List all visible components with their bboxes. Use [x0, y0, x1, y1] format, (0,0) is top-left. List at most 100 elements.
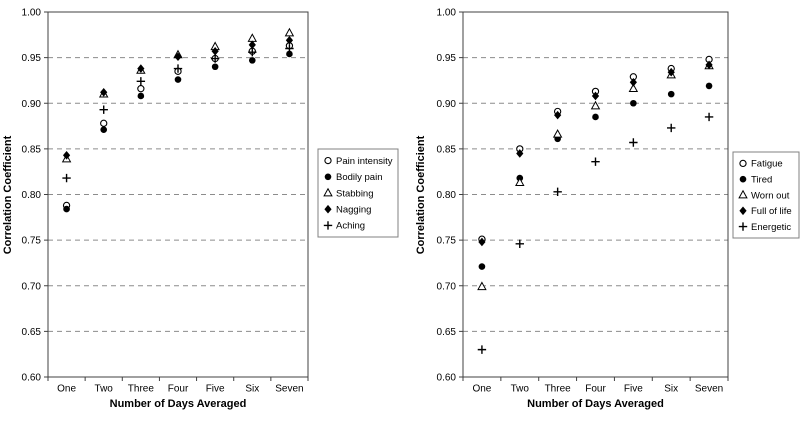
data-point	[704, 112, 714, 122]
x-tick-label: Two	[511, 384, 530, 395]
legend-label: Worn out	[751, 190, 790, 201]
legend-marker-open-circle	[739, 159, 747, 168]
x-tick-label: Six	[664, 384, 678, 395]
chart-pain-reliability: Correlation Coefficient Number of Days A…	[2, 8, 399, 410]
data-point	[552, 129, 563, 138]
data-point	[285, 35, 294, 45]
data-point	[592, 113, 599, 121]
legend-marker-filled-circle	[324, 173, 332, 181]
data-point	[247, 33, 258, 42]
x-tick-label: Three	[128, 384, 155, 395]
x-tick-label: Four	[168, 384, 189, 395]
legend-label: Nagging	[336, 205, 371, 216]
legend-marker-filled-diamond	[324, 204, 332, 214]
legend-label: Fatigue	[751, 159, 783, 170]
data-point	[248, 40, 256, 50]
data-point	[100, 119, 108, 127]
data-point	[100, 126, 108, 134]
data-point	[667, 123, 676, 133]
data-point	[516, 149, 524, 158]
y-tick-label: 0.85	[22, 144, 42, 155]
data-point	[628, 83, 639, 93]
y-tick-label: 1.00	[22, 8, 42, 19]
legend-marker-open-triangle	[738, 189, 748, 199]
data-point	[629, 138, 638, 147]
x-axis-title: Number of Days Averaged	[109, 398, 247, 410]
plot-svg: 0.60 0.65 0.70 0.75 0.80 0.85 0.90 0.95 1.00 One T…	[22, 8, 399, 395]
y-tick-label: 0.60	[437, 373, 457, 384]
legend-label: Full of life	[751, 206, 792, 217]
legend-label: Energetic	[751, 222, 791, 233]
data-point	[99, 105, 108, 114]
x-tick-label: Five	[206, 384, 225, 395]
data-point	[591, 157, 600, 166]
data-point	[630, 99, 637, 107]
y-tick-label: 0.95	[437, 53, 457, 64]
data-point	[590, 100, 601, 110]
legend-box	[317, 148, 399, 238]
data-point	[286, 50, 293, 58]
data-point	[211, 46, 219, 56]
x-tick-label: One	[472, 384, 491, 395]
data-point	[100, 88, 108, 97]
x-tick-label: Six	[245, 384, 259, 395]
data-point	[62, 173, 71, 183]
data-point	[173, 64, 183, 73]
y-tick-label: 0.65	[22, 327, 42, 338]
x-axis-title: Number of Days Averaged	[527, 398, 664, 410]
data-point	[553, 187, 562, 196]
legend-label: Bodily pain	[336, 172, 382, 183]
legend-marker-open-circle	[324, 156, 332, 165]
x-tick-label: Seven	[275, 384, 303, 395]
data-point	[667, 90, 675, 98]
chart-fatigue-reliability: Correlation Coefficient Number of Days A…	[400, 0, 800, 423]
data-point	[248, 47, 257, 57]
y-tick-label: 0.70	[22, 281, 42, 292]
data-point	[137, 85, 145, 93]
data-point	[515, 177, 525, 187]
data-point	[478, 263, 486, 270]
legend-label: Pain intensity	[336, 156, 393, 167]
x-tick-label: Seven	[695, 384, 723, 395]
x-tick-label: Two	[95, 384, 114, 395]
y-tick-label: 0.70	[437, 281, 457, 292]
data-point	[248, 57, 256, 64]
legend-marker-filled-diamond	[739, 206, 747, 216]
legend-label: Stabbing	[336, 188, 374, 199]
data-point	[62, 150, 71, 160]
data-point	[705, 82, 713, 90]
y-tick-label: 0.90	[22, 99, 42, 110]
y-tick-label: 0.90	[437, 99, 457, 110]
y-tick-label: 0.95	[22, 53, 42, 64]
y-tick-label: 0.75	[22, 236, 42, 247]
data-point	[63, 205, 70, 213]
y-tick-label: 1.00	[437, 8, 457, 19]
y-tick-label: 0.80	[437, 190, 457, 201]
x-tick-label: Three	[545, 384, 572, 395]
data-point	[477, 345, 487, 354]
y-tick-label: 0.65	[437, 327, 457, 338]
y-tick-label: 0.85	[437, 144, 457, 155]
legend-marker-filled-circle	[739, 175, 747, 183]
x-tick-label: Five	[624, 384, 643, 395]
data-point	[284, 27, 295, 37]
data-point	[137, 92, 145, 100]
data-point	[591, 91, 600, 101]
legend-marker-plus	[738, 222, 748, 231]
data-point	[667, 67, 675, 77]
data-point	[477, 281, 487, 291]
data-point	[136, 77, 146, 86]
x-tick-label: One	[57, 384, 76, 395]
x-tick-label: Four	[585, 384, 606, 395]
plot-svg: 0.60 0.65 0.70 0.75 0.80 0.85 0.90 0.95 1.00 One T…	[437, 8, 800, 395]
y-tick-label: 0.75	[437, 236, 457, 247]
legend-label: Tired	[751, 175, 772, 186]
data-point	[478, 237, 486, 247]
legend-marker-plus	[323, 221, 333, 230]
y-tick-label: 0.60	[22, 373, 42, 384]
data-point	[174, 52, 182, 62]
data-point	[137, 64, 145, 73]
data-point	[211, 63, 219, 71]
data-point	[210, 54, 220, 63]
